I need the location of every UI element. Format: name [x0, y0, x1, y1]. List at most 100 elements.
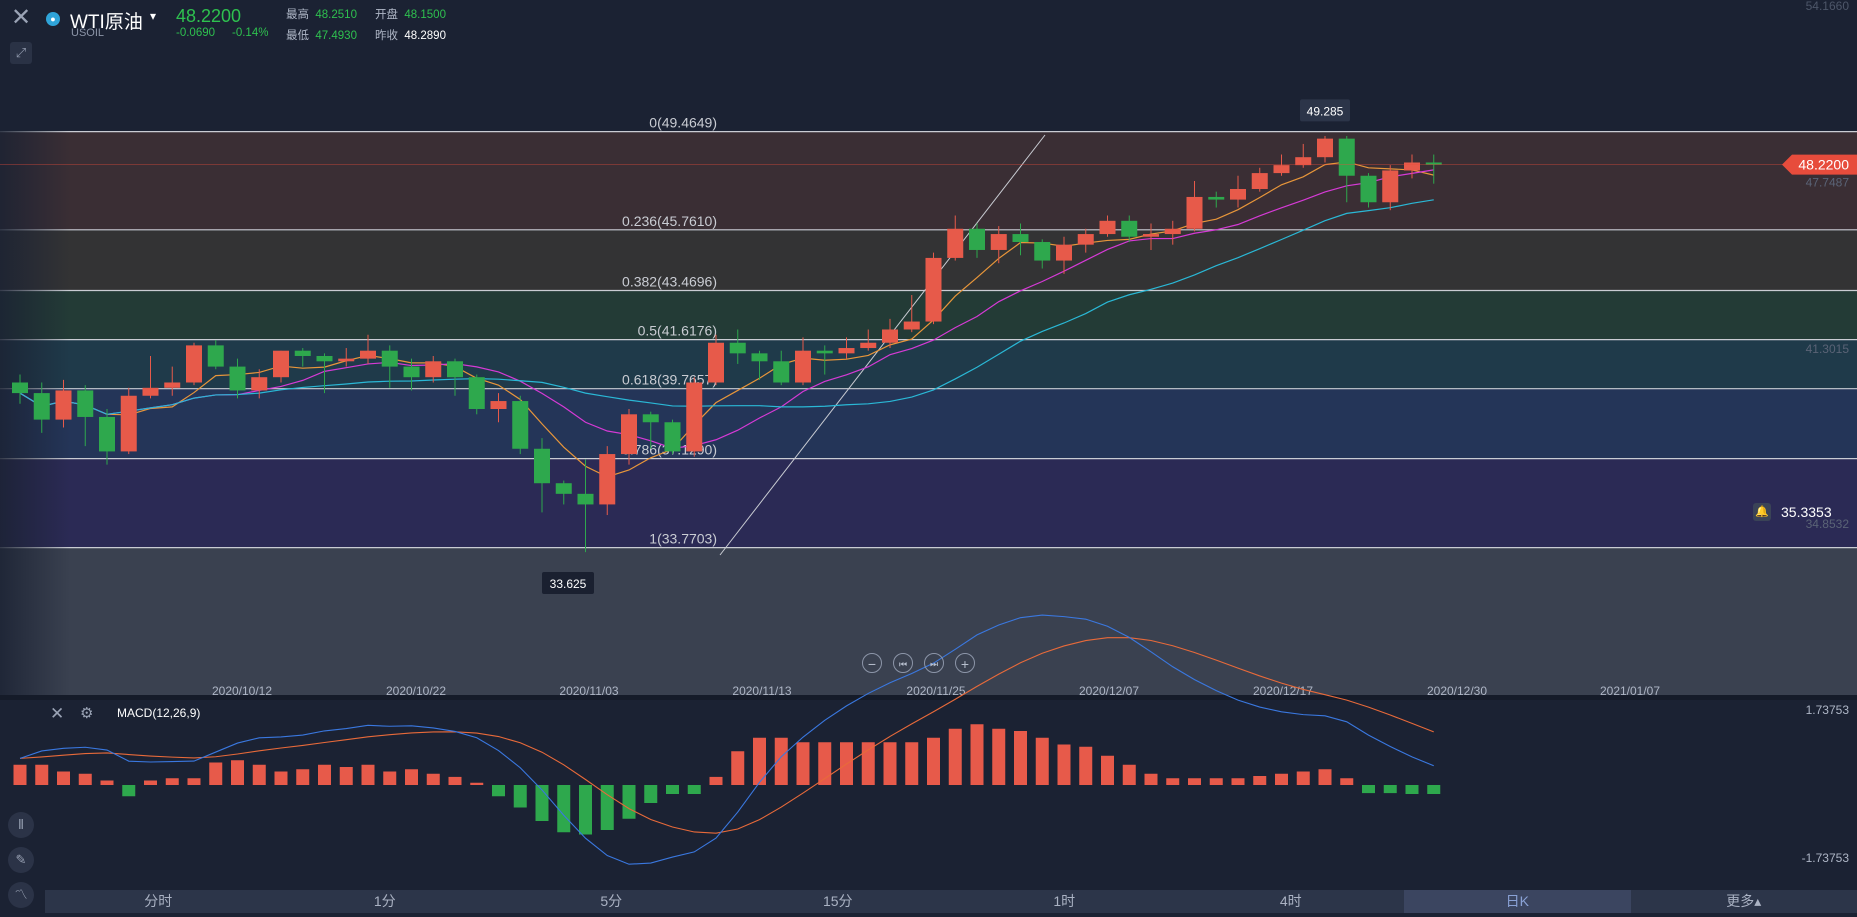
low-stat: 最低 47.4930: [286, 27, 357, 43]
macd-bar: [688, 785, 701, 794]
macd-bar: [405, 769, 418, 785]
macd-bar: [1275, 774, 1288, 785]
tab-daily[interactable]: 日K: [1404, 890, 1631, 913]
symbol-header: ✕ ● WTI原油 ▾ USOIL 48.2200 -0.0690 -0.14%…: [0, 0, 700, 40]
candle-body: [230, 367, 246, 391]
prev-close-label: 昨收: [375, 30, 398, 42]
price-alert[interactable]: 🔔 35.3353: [1753, 503, 1832, 521]
low-marker: 33.625: [550, 577, 587, 591]
macd-bar: [188, 778, 201, 785]
candle-body: [1121, 221, 1137, 237]
bell-icon[interactable]: 🔔: [1753, 503, 1771, 521]
fib-zone: [0, 389, 1857, 459]
macd-bar: [449, 777, 462, 785]
candle-body: [686, 382, 702, 451]
candle-body: [1339, 139, 1355, 176]
candle-body: [338, 359, 354, 362]
macd-bar: [884, 742, 897, 785]
macd-bar: [1188, 778, 1201, 785]
candle-body: [121, 396, 137, 452]
macd-bar: [492, 785, 505, 796]
prev-close-value: 48.2890: [404, 30, 446, 42]
tab-1min[interactable]: 1分: [272, 890, 499, 913]
tab-1hour[interactable]: 1时: [951, 890, 1178, 913]
macd-bar: [1340, 778, 1353, 785]
zoom-in-icon[interactable]: +: [955, 653, 975, 673]
candle-body: [1187, 197, 1203, 229]
draw-tool-icon[interactable]: ✎: [8, 847, 34, 873]
line-tool-icon[interactable]: 〽: [8, 882, 34, 908]
macd-bar: [1427, 785, 1440, 794]
candle-body: [599, 454, 615, 504]
macd-bar: [1145, 774, 1158, 785]
macd-bar: [57, 772, 70, 786]
gear-icon[interactable]: ⚙: [80, 706, 93, 722]
candle-body: [425, 361, 441, 377]
macd-bar: [862, 742, 875, 785]
macd-bg: [0, 700, 1857, 890]
skip-start-icon[interactable]: ⏮: [893, 653, 913, 673]
indicator-name: MACD(12,26,9): [117, 706, 200, 720]
pin-icon[interactable]: ⤢: [10, 42, 32, 64]
candle-body: [621, 414, 637, 454]
macd-bar: [1362, 785, 1375, 793]
candle-body: [491, 401, 507, 409]
skip-end-icon[interactable]: ⏭: [924, 653, 944, 673]
candle-body: [295, 351, 311, 356]
macd-bar: [514, 785, 527, 808]
fib-zone: [0, 132, 1857, 230]
candle-body: [382, 351, 398, 367]
candle-body: [143, 388, 159, 396]
candle-body: [164, 382, 180, 387]
tab-5min[interactable]: 5分: [498, 890, 725, 913]
prev-close-stat: 昨收 48.2890: [375, 27, 446, 43]
zoom-out-icon[interactable]: −: [862, 653, 882, 673]
candle-body: [643, 414, 659, 422]
macd-bar: [623, 785, 636, 819]
close-icon[interactable]: ✕: [10, 8, 32, 30]
macd-bar: [14, 765, 27, 785]
tab-15min[interactable]: 15分: [725, 890, 952, 913]
macd-bar: [231, 760, 244, 785]
high-value: 48.2510: [315, 9, 357, 21]
macd-bar: [144, 781, 157, 786]
macd-bar: [753, 738, 766, 785]
macd-bar: [275, 772, 288, 786]
tab-more[interactable]: 更多▴: [1631, 890, 1857, 913]
candle-body: [1056, 245, 1072, 261]
candle-body: [947, 229, 963, 258]
close-indicator-icon[interactable]: ✕: [50, 706, 64, 722]
period-tabs: 分时 1分 5分 15分 1时 4时 日K 更多▴: [45, 890, 1857, 913]
macd-bar: [1319, 769, 1332, 785]
x-tick-label: 2020/11/03: [559, 684, 618, 698]
macd-bar: [1406, 785, 1419, 794]
tab-timeshare[interactable]: 分时: [45, 890, 272, 913]
macd-bar: [644, 785, 657, 803]
x-tick-label: 2020/11/13: [732, 684, 791, 698]
fib-level-label: 0(49.4649): [649, 115, 717, 131]
macd-bar: [579, 785, 592, 835]
candle-body: [360, 351, 376, 359]
candle-body: [56, 390, 72, 419]
candle-body: [578, 494, 594, 505]
macd-bar: [470, 783, 483, 785]
candle-body: [208, 345, 224, 366]
macd-bar: [1166, 778, 1179, 785]
macd-bar: [1297, 772, 1310, 786]
last-price-sub: 47.7487: [1806, 176, 1850, 190]
candle-body: [1230, 189, 1246, 200]
candle-body: [1100, 221, 1116, 234]
last-price: 48.2200: [176, 6, 241, 27]
symbol-logo-icon: ●: [46, 12, 60, 26]
tab-4hour[interactable]: 4时: [1178, 890, 1405, 913]
x-tick-label: 2020/10/22: [386, 684, 446, 698]
candle-body: [469, 377, 485, 409]
candle-body: [1143, 234, 1159, 237]
caret-down-icon[interactable]: ▾: [150, 9, 156, 23]
indicator-tool-icon[interactable]: ⫴: [8, 812, 34, 838]
candle-body: [77, 390, 93, 417]
open-value: 48.1500: [404, 9, 446, 21]
high-stat: 最高 48.2510: [286, 6, 357, 22]
macd-bar: [731, 751, 744, 785]
